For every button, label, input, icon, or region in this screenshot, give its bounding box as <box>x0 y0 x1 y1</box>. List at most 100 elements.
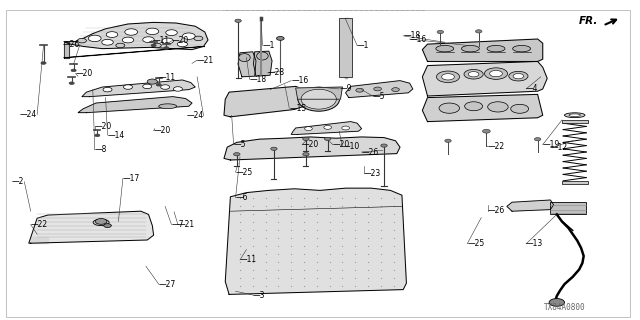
Text: —24: —24 <box>186 111 204 120</box>
Polygon shape <box>296 87 342 99</box>
Text: —9: —9 <box>339 84 352 93</box>
Circle shape <box>173 87 182 91</box>
Circle shape <box>103 87 112 92</box>
Text: —20: —20 <box>333 140 350 149</box>
Text: —16: —16 <box>291 76 308 85</box>
Circle shape <box>95 134 100 137</box>
Circle shape <box>488 102 508 112</box>
Text: —10: —10 <box>342 142 360 151</box>
Text: —11: —11 <box>240 255 257 264</box>
Circle shape <box>235 19 241 22</box>
Polygon shape <box>64 42 69 58</box>
Text: —15: —15 <box>289 104 307 113</box>
Ellipse shape <box>513 45 531 52</box>
Polygon shape <box>346 81 413 98</box>
Text: —25: —25 <box>236 168 253 177</box>
Polygon shape <box>225 188 406 294</box>
Circle shape <box>437 30 444 34</box>
Text: —26: —26 <box>488 206 505 215</box>
Circle shape <box>342 126 349 130</box>
Circle shape <box>324 137 331 140</box>
Circle shape <box>490 70 502 77</box>
Circle shape <box>77 38 86 43</box>
Polygon shape <box>238 52 256 77</box>
Circle shape <box>151 44 156 47</box>
Text: —23: —23 <box>364 169 381 178</box>
Text: —13: —13 <box>526 239 543 248</box>
Polygon shape <box>29 211 154 243</box>
Text: —20: —20 <box>172 36 189 45</box>
Bar <box>339 18 352 77</box>
Text: —20: —20 <box>76 69 93 78</box>
Text: —20: —20 <box>154 126 171 135</box>
Circle shape <box>324 125 332 129</box>
Polygon shape <box>422 94 543 122</box>
Text: —5: —5 <box>372 92 385 100</box>
Text: —18: —18 <box>250 75 267 84</box>
Circle shape <box>182 33 195 39</box>
Text: —20: —20 <box>302 140 319 149</box>
Polygon shape <box>224 137 400 160</box>
Circle shape <box>513 74 524 79</box>
Bar <box>525 16 624 230</box>
Circle shape <box>156 84 161 86</box>
Circle shape <box>381 144 387 147</box>
Ellipse shape <box>257 52 268 60</box>
Circle shape <box>445 139 451 142</box>
Polygon shape <box>64 22 208 50</box>
Circle shape <box>106 32 118 37</box>
Circle shape <box>102 39 113 45</box>
Text: —21: —21 <box>178 220 195 229</box>
Circle shape <box>271 147 277 150</box>
Circle shape <box>41 62 46 64</box>
Polygon shape <box>31 237 48 243</box>
Polygon shape <box>422 61 547 96</box>
Circle shape <box>161 85 170 89</box>
Circle shape <box>95 219 107 224</box>
Circle shape <box>534 138 541 141</box>
Text: —26: —26 <box>362 148 379 156</box>
Text: —1: —1 <box>357 41 369 50</box>
Text: —6: —6 <box>236 193 248 202</box>
Text: —17: —17 <box>123 174 140 183</box>
Circle shape <box>71 69 76 72</box>
Polygon shape <box>422 39 543 61</box>
Ellipse shape <box>93 219 109 226</box>
Ellipse shape <box>436 45 454 52</box>
Text: FR.: FR. <box>579 16 598 26</box>
Circle shape <box>439 103 460 113</box>
Text: —7: —7 <box>172 220 184 229</box>
Bar <box>424 16 562 144</box>
Circle shape <box>162 38 173 44</box>
Circle shape <box>549 299 564 306</box>
Circle shape <box>442 74 454 80</box>
Text: —19: —19 <box>543 140 560 149</box>
Circle shape <box>234 153 240 156</box>
Bar <box>550 202 586 214</box>
Circle shape <box>484 68 508 79</box>
Bar <box>562 181 588 184</box>
Ellipse shape <box>301 89 337 109</box>
Ellipse shape <box>564 113 585 118</box>
Text: —3: —3 <box>253 291 266 300</box>
Circle shape <box>104 224 111 228</box>
Circle shape <box>166 30 177 36</box>
Text: —25: —25 <box>467 239 484 248</box>
Text: —14: —14 <box>108 131 125 140</box>
Text: —11: —11 <box>152 36 170 44</box>
Bar <box>54 14 223 160</box>
Text: —21: —21 <box>197 56 214 65</box>
Text: —12: —12 <box>550 143 568 152</box>
Polygon shape <box>291 122 362 134</box>
Ellipse shape <box>569 114 580 116</box>
Bar <box>223 10 424 304</box>
Circle shape <box>116 43 125 48</box>
Text: —26: —26 <box>63 40 80 49</box>
Circle shape <box>356 88 364 92</box>
Ellipse shape <box>239 54 250 62</box>
Circle shape <box>164 47 169 49</box>
Polygon shape <box>64 46 205 58</box>
Circle shape <box>483 129 490 133</box>
Circle shape <box>465 102 483 111</box>
Text: —4: —4 <box>526 84 539 93</box>
